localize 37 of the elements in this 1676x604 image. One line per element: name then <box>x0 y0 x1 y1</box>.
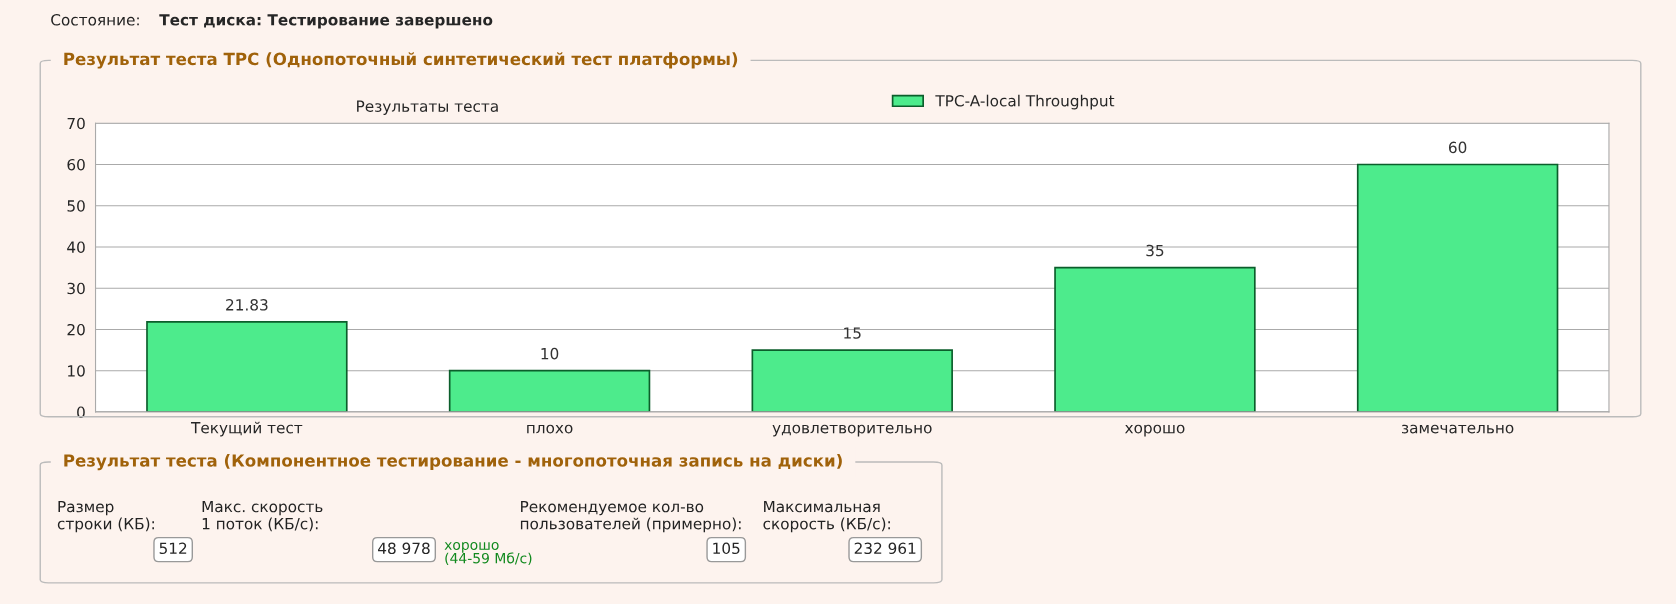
text: Макс. скорость 1 поток (КБ/с): <box>202 500 323 532</box>
y-tick-label: 10 <box>68 365 85 377</box>
data-label: 60 <box>1448 141 1467 154</box>
x-tick-label: замечательно <box>1402 424 1514 434</box>
data-label: 21.83 <box>226 299 268 311</box>
y-tick-label: 40 <box>67 241 85 253</box>
chart-subtitle: Результаты теста <box>357 100 498 115</box>
y-tick-label: 60 <box>67 158 85 171</box>
bar <box>448 369 651 412</box>
text: Состояние: <box>51 14 139 26</box>
bar <box>751 349 953 412</box>
bar <box>146 321 348 412</box>
chart-title: Результат теста TPC (Однопоточный синтетический тест платформы) <box>64 52 738 69</box>
data-label: 15 <box>844 327 861 339</box>
text: 512 <box>159 542 187 555</box>
text: Результат теста (Компонентное тестирование - многопоточная запись на диски) <box>64 453 842 471</box>
data-label: 10 <box>541 347 559 360</box>
y-tick-label: 30 <box>67 282 85 295</box>
y-tick-label: 50 <box>67 200 85 212</box>
text: хорошо (44-59 Мб/с) <box>444 541 532 566</box>
text: Размер строки (КБ): <box>57 500 154 533</box>
y-tick-label: 70 <box>67 117 85 130</box>
text: 48 978 <box>378 542 430 555</box>
x-tick-label: Текущий тест <box>190 421 303 437</box>
text: 232 961 <box>854 542 916 555</box>
data-label: 35 <box>1146 244 1164 257</box>
x-tick-label: плохо <box>527 424 573 434</box>
x-tick-label: хорошо <box>1124 424 1185 437</box>
legend-label: TPC-A-local Throughput <box>935 94 1115 110</box>
text: Тест диска: Тестирование завершено <box>159 14 493 29</box>
text: 105 <box>713 542 740 555</box>
text: Максимальная скорость (КБ/с): <box>763 500 890 533</box>
x-tick-label: удовлетворительно <box>772 424 932 437</box>
text: Рекомендуемое кол-во пользователей (примерно): <box>520 500 741 533</box>
y-tick-label: 20 <box>67 323 85 336</box>
bar <box>1356 163 1559 412</box>
bar <box>1054 266 1256 412</box>
